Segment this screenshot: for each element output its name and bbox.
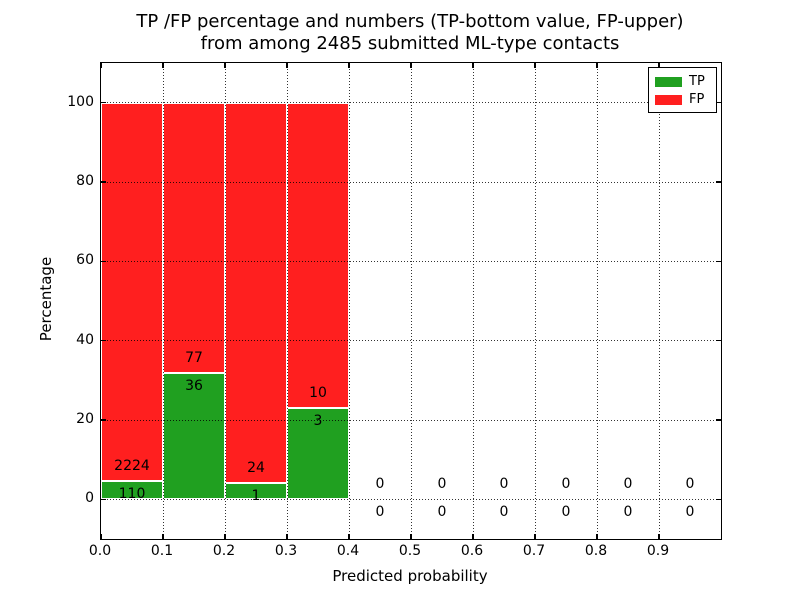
x-gridline <box>534 63 536 539</box>
tp-count-label: 0 <box>623 504 633 521</box>
x-tick-label: 0.0 <box>88 543 112 559</box>
x-axis-tick <box>472 534 474 539</box>
y-tick-label: 80 <box>76 173 94 189</box>
x-axis-tick-top <box>658 63 660 68</box>
x-axis-label: Predicted probability <box>332 567 488 585</box>
x-axis-tick-top <box>101 63 103 68</box>
y-axis-tick-right <box>716 260 721 262</box>
tp-count-label: 110 <box>118 485 146 502</box>
x-gridline <box>410 63 412 539</box>
fp-count-label: 24 <box>247 460 265 477</box>
fp-count-label: 77 <box>185 349 203 366</box>
fp-count-label: 0 <box>623 476 633 493</box>
plot-area: 2224 110 77 36 24 1 10 3 0 0 0 0 0 0 0 0 0 0 0 0 TP FP <box>100 62 722 540</box>
legend: TP FP <box>648 67 717 113</box>
x-gridline <box>286 63 288 539</box>
x-axis-tick-top <box>472 63 474 68</box>
tp-count-label: 0 <box>437 504 447 521</box>
x-gridline <box>348 63 350 539</box>
x-tick-label: 0.4 <box>336 543 360 559</box>
x-axis-tick <box>224 534 226 539</box>
x-axis-tick <box>162 534 164 539</box>
chart-title: TP /FP percentage and numbers (TP-bottom… <box>100 11 720 55</box>
x-gridline <box>658 63 660 539</box>
tp-count-label: 3 <box>313 412 323 429</box>
x-axis-tick-top <box>410 63 412 68</box>
legend-row: TP <box>649 73 716 91</box>
x-gridline <box>162 63 164 539</box>
x-gridline <box>596 63 598 539</box>
fp-count-label: 0 <box>499 476 509 493</box>
x-axis-tick <box>101 534 103 539</box>
legend-label-fp: FP <box>689 92 705 107</box>
bar-tp-segment <box>101 480 163 500</box>
bar-tp-segment <box>287 407 349 500</box>
y-axis-tick <box>101 340 106 342</box>
y-tick-label: 0 <box>85 490 94 507</box>
y-tick-label: 60 <box>76 252 94 269</box>
tp-count-label: 0 <box>685 504 695 521</box>
x-axis-tick <box>534 534 536 539</box>
x-axis-tick-top <box>286 63 288 68</box>
x-tick-label: 0.1 <box>150 543 174 559</box>
y-axis-tick-right <box>716 340 721 342</box>
y-axis-tick <box>101 419 106 421</box>
x-axis-tick-top <box>162 63 164 68</box>
x-gridline <box>472 63 474 539</box>
tp-count-label: 1 <box>251 488 261 505</box>
x-axis-tick <box>658 534 660 539</box>
x-axis-tick <box>348 534 350 539</box>
tp-count-label: 0 <box>561 504 571 521</box>
x-tick-label: 0.7 <box>522 543 546 559</box>
legend-label-tp: TP <box>689 74 705 89</box>
x-tick-label: 0.8 <box>584 543 608 559</box>
x-axis-tick <box>410 534 412 539</box>
bar-tp-segment <box>225 483 287 500</box>
x-tick-label: 0.9 <box>646 543 670 559</box>
bar-fp-segment <box>101 102 163 481</box>
y-axis-tick <box>101 498 106 500</box>
x-tick-label: 0.2 <box>212 543 236 559</box>
y-axis-tick <box>101 260 106 262</box>
x-axis-tick-top <box>348 63 350 68</box>
x-axis-tick-top <box>596 63 598 68</box>
tp-count-label: 0 <box>375 504 385 521</box>
y-axis-tick <box>101 181 106 183</box>
y-axis-tick-right <box>716 498 721 500</box>
fp-count-label: 2224 <box>114 457 150 474</box>
y-axis-label: Percentage <box>37 256 55 342</box>
x-tick-label: 0.5 <box>398 543 422 559</box>
fp-count-label: 0 <box>685 476 695 493</box>
y-axis-tick-right <box>716 181 721 183</box>
fp-count-label: 0 <box>561 476 571 493</box>
x-axis-tick <box>286 534 288 539</box>
y-tick-label: 100 <box>67 93 94 110</box>
x-tick-label: 0.6 <box>460 543 484 559</box>
y-tick-label: 40 <box>76 331 94 348</box>
fp-count-label: 0 <box>375 476 385 493</box>
legend-swatch-tp <box>655 77 682 87</box>
x-tick-label: 0.3 <box>274 543 298 559</box>
y-axis-tick-right <box>716 102 721 104</box>
fp-count-label: 10 <box>309 384 327 401</box>
chart-title-line1: TP /FP percentage and numbers (TP-bottom… <box>136 11 684 32</box>
x-gridline <box>224 63 226 539</box>
bar-fp-segment <box>225 102 287 484</box>
bar-fp-segment <box>163 102 225 373</box>
y-tick-label: 20 <box>76 411 94 427</box>
legend-swatch-fp <box>655 95 682 105</box>
fp-count-label: 0 <box>437 476 447 493</box>
x-axis-tick <box>596 534 598 539</box>
y-axis-tick <box>101 102 106 104</box>
tp-count-label: 36 <box>185 377 203 394</box>
bar-fp-segment <box>287 102 349 408</box>
chart-title-line2: from among 2485 submitted ML-type contac… <box>200 33 620 54</box>
legend-row: FP <box>649 91 716 109</box>
bar-tp-segment <box>163 372 225 500</box>
x-axis-tick-top <box>534 63 536 68</box>
tp-count-label: 0 <box>499 504 509 521</box>
y-axis-tick-right <box>716 419 721 421</box>
x-axis-tick-top <box>224 63 226 68</box>
